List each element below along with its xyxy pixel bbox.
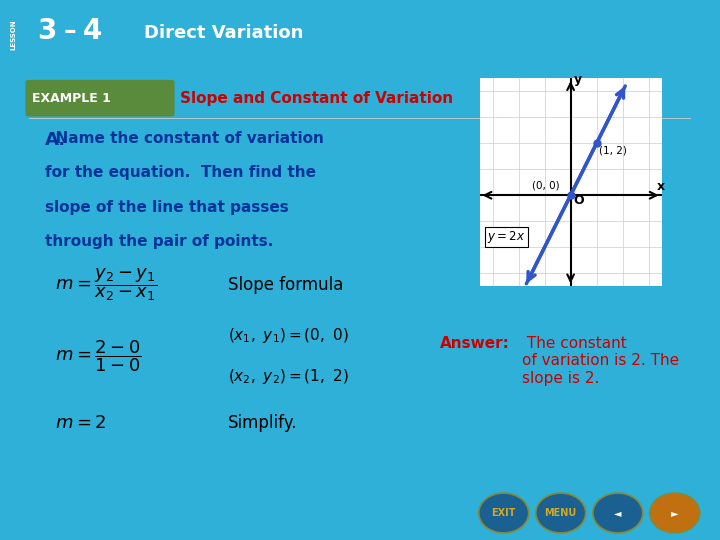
Text: $m = \dfrac{y_2 - y_1}{x_2 - x_1}$: $m = \dfrac{y_2 - y_1}{x_2 - x_1}$	[55, 267, 158, 303]
Text: 3: 3	[37, 17, 56, 45]
Text: Answer:: Answer:	[439, 336, 509, 351]
Text: EXIT: EXIT	[492, 508, 516, 518]
Text: (0, 0): (0, 0)	[531, 180, 559, 191]
Text: ◄: ◄	[614, 508, 621, 518]
Text: A.: A.	[45, 131, 66, 149]
Text: –: –	[63, 19, 76, 43]
Text: y: y	[574, 73, 582, 86]
Text: The constant
of variation is 2. The
slope is 2.: The constant of variation is 2. The slop…	[522, 336, 680, 386]
Text: Simplify.: Simplify.	[228, 414, 297, 432]
Text: $m = \dfrac{2 - 0}{1 - 0}$: $m = \dfrac{2 - 0}{1 - 0}$	[55, 338, 142, 374]
Text: Slope and Constant of Variation: Slope and Constant of Variation	[180, 91, 453, 106]
Text: through the pair of points.: through the pair of points.	[45, 234, 274, 249]
Ellipse shape	[536, 493, 585, 533]
Text: EXAMPLE 1: EXAMPLE 1	[32, 92, 111, 105]
Text: MENU: MENU	[544, 508, 577, 518]
Text: $y = 2x$: $y = 2x$	[487, 229, 526, 245]
Text: (1, 2): (1, 2)	[598, 146, 626, 156]
Text: $(x_2,\ y_2) = (1,\ 2)$: $(x_2,\ y_2) = (1,\ 2)$	[228, 367, 348, 386]
Ellipse shape	[479, 493, 528, 533]
Text: LESSON: LESSON	[10, 20, 16, 50]
Text: ►: ►	[671, 508, 678, 518]
Text: Direct Variation: Direct Variation	[144, 24, 303, 42]
Text: slope of the line that passes: slope of the line that passes	[45, 200, 289, 215]
Text: $m = 2$: $m = 2$	[55, 414, 107, 432]
FancyBboxPatch shape	[25, 80, 174, 117]
Text: Slope formula: Slope formula	[228, 276, 343, 294]
Text: for the equation.  Then find the: for the equation. Then find the	[45, 165, 316, 180]
Text: 4: 4	[83, 17, 102, 45]
Text: $(x_1,\ y_1) = (0,\ 0)$: $(x_1,\ y_1) = (0,\ 0)$	[228, 326, 348, 345]
Text: O: O	[574, 194, 585, 207]
Ellipse shape	[593, 493, 643, 533]
Ellipse shape	[650, 493, 700, 533]
Text: Name the constant of variation: Name the constant of variation	[45, 131, 324, 146]
Text: x: x	[657, 180, 665, 193]
